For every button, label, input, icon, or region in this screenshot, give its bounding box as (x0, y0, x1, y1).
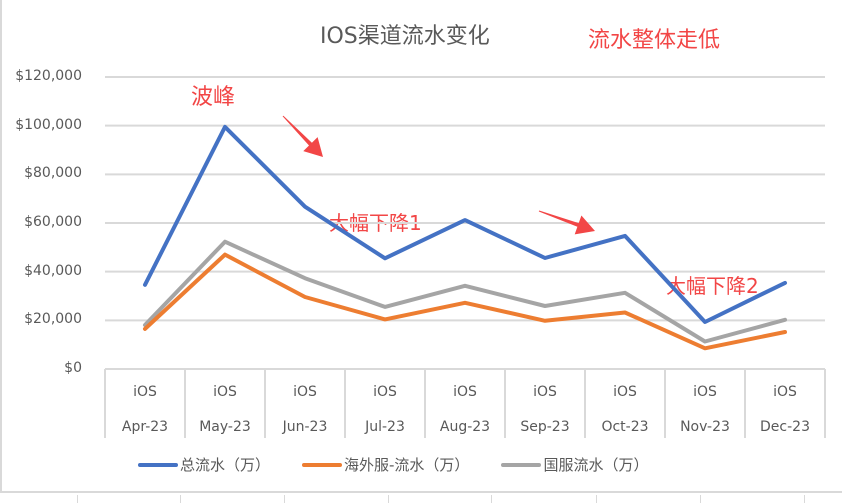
sheet-cell-divider (804, 495, 805, 503)
legend-label: 总流水（万） (180, 456, 271, 474)
x-category-label: May-23 (199, 419, 251, 435)
legend-item-total[interactable]: 总流水（万） (138, 454, 270, 475)
legend-item-domestic[interactable]: 国服流水（万） (501, 454, 648, 475)
sheet-cell-divider (491, 495, 492, 503)
x-category-label: Oct-23 (601, 419, 649, 435)
x-group-label: iOS (293, 384, 317, 400)
y-tick-label: $0 (64, 360, 82, 376)
x-group-label: iOS (133, 384, 157, 400)
legend-item-overseas[interactable]: 海外服-流水（万） (302, 454, 469, 475)
x-group-label: iOS (693, 384, 717, 400)
x-category-label: Dec-23 (760, 419, 810, 435)
x-group-label: iOS (613, 384, 637, 400)
x-group-label: iOS (533, 384, 557, 400)
y-tick-label: $120,000 (15, 68, 82, 84)
sheet-cell-divider (180, 495, 181, 503)
y-tick-label: $60,000 (24, 214, 82, 230)
y-tick-label: $40,000 (24, 262, 82, 279)
y-tick-label: $20,000 (24, 311, 82, 328)
x-category-label: Sep-23 (520, 419, 570, 435)
legend: 总流水（万） 海外服-流水（万） 国服流水（万） (138, 454, 680, 475)
series-line[interactable] (143, 252, 787, 351)
legend-line-icon (302, 462, 343, 467)
legend-label: 海外服-流水（万） (344, 456, 470, 474)
sheet-cell-divider (596, 495, 597, 503)
series-line[interactable] (143, 124, 787, 324)
annotation-peak: 波峰 (191, 85, 236, 110)
x-group-label: iOS (453, 384, 477, 400)
legend-line-icon (501, 462, 542, 467)
x-category-label: Aug-23 (439, 419, 491, 435)
x-category-label: Jul-23 (365, 419, 405, 435)
arrow-icon (282, 115, 323, 157)
x-category-label: Nov-23 (680, 419, 730, 435)
x-group-label: iOS (213, 384, 237, 400)
x-group-label: iOS (773, 384, 797, 400)
sheet-cell-divider (284, 495, 285, 503)
x-category-label: Apr-23 (121, 419, 169, 435)
y-tick-label: $100,000 (15, 116, 82, 133)
series-line[interactable] (143, 239, 787, 344)
chart-title: IOS渠道流水变化 (320, 24, 490, 49)
plot-area (104, 76, 826, 438)
y-tick-label: $80,000 (24, 165, 82, 182)
x-group-label: iOS (373, 384, 397, 400)
x-category-label: Jun-23 (282, 419, 328, 435)
sheet-cell-divider (700, 495, 701, 503)
sheet-cell-divider (388, 495, 389, 503)
legend-label: 国服流水（万） (543, 456, 649, 474)
legend-line-icon (138, 462, 178, 467)
annotation-overall-decline: 流水整体走低 (588, 28, 721, 53)
arrow-icon (538, 210, 595, 235)
sheet-cell-divider (77, 495, 78, 503)
spreadsheet-grid (0, 495, 842, 503)
